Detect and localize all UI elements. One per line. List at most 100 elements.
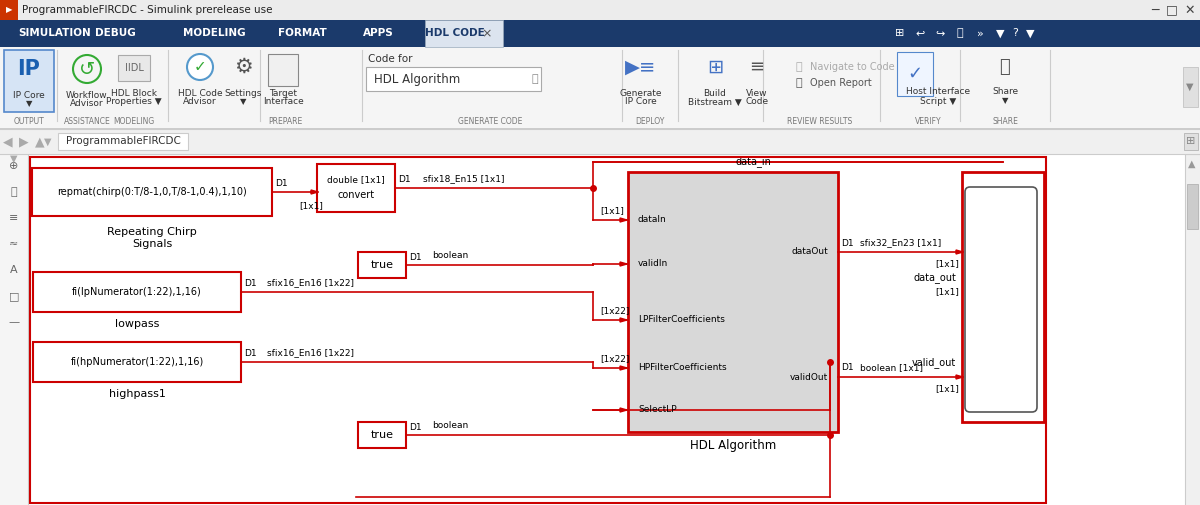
Text: View: View <box>746 88 768 97</box>
Bar <box>4 50 54 112</box>
Text: OUTPUT: OUTPUT <box>13 118 44 126</box>
Text: Open Report: Open Report <box>810 78 871 88</box>
Text: Properties ▼: Properties ▼ <box>106 97 162 107</box>
Bar <box>1184 133 1198 150</box>
Text: ⚙: ⚙ <box>234 57 252 77</box>
Text: IIDL: IIDL <box>125 63 144 73</box>
Text: ─: ─ <box>1151 4 1159 17</box>
Text: D1: D1 <box>841 238 853 247</box>
Bar <box>0 0 18 20</box>
Text: Settings: Settings <box>224 88 262 97</box>
Text: ⎋: ⎋ <box>1000 58 1010 76</box>
Text: A: A <box>10 265 18 275</box>
Bar <box>0 20 1200 47</box>
Text: highpass1: highpass1 <box>108 389 166 399</box>
Text: ProgrammableFIRCDC: ProgrammableFIRCDC <box>66 136 180 146</box>
Text: dataIn: dataIn <box>638 216 667 225</box>
Circle shape <box>187 54 214 80</box>
Text: Navigate to Code: Navigate to Code <box>810 62 895 72</box>
Text: Workflow: Workflow <box>66 90 108 99</box>
Bar <box>0 128 1200 129</box>
Bar <box>0 154 1186 505</box>
Text: SHARE: SHARE <box>992 118 1018 126</box>
Text: boolean [1x1]: boolean [1x1] <box>860 364 923 373</box>
Text: data_out: data_out <box>913 273 956 283</box>
Text: Advisor: Advisor <box>184 97 217 107</box>
Text: HDL Algorithm: HDL Algorithm <box>374 73 461 85</box>
Text: ▼: ▼ <box>240 97 246 107</box>
Text: D1: D1 <box>841 364 853 373</box>
Text: ▲: ▲ <box>35 135 44 148</box>
Text: SIMULATION: SIMULATION <box>18 28 91 38</box>
Text: HDL Code: HDL Code <box>178 88 222 97</box>
Text: Interface: Interface <box>263 97 304 107</box>
Text: LPFilterCoefficients: LPFilterCoefficients <box>638 316 725 325</box>
Text: FORMAT: FORMAT <box>278 28 326 38</box>
Text: repmat(chirp(0:T/8-1,0,T/8-1,0.4),1,10): repmat(chirp(0:T/8-1,0,T/8-1,0.4),1,10) <box>58 187 247 197</box>
Text: IP Core: IP Core <box>13 90 44 99</box>
Text: ▼: ▼ <box>1002 96 1008 106</box>
Text: MODELING: MODELING <box>182 28 246 38</box>
Text: Script ▼: Script ▼ <box>920 96 956 106</box>
Text: »: » <box>977 28 983 38</box>
Text: [1x22]: [1x22] <box>600 307 629 316</box>
Text: ◀: ◀ <box>4 135 13 148</box>
Text: ⊕: ⊕ <box>10 161 19 171</box>
Text: HDL Block: HDL Block <box>112 88 157 97</box>
Bar <box>0 129 1200 154</box>
Text: ASSISTANCE: ASSISTANCE <box>64 118 110 126</box>
Text: ⊞: ⊞ <box>895 28 905 38</box>
Text: PREPARE: PREPARE <box>268 118 302 126</box>
Text: ?: ? <box>1012 28 1018 38</box>
Text: ▶≡: ▶≡ <box>625 58 656 76</box>
Bar <box>1187 184 1198 229</box>
Bar <box>425 20 503 47</box>
Text: IP: IP <box>18 59 41 79</box>
Text: SelectLP: SelectLP <box>638 406 677 415</box>
Bar <box>898 52 934 96</box>
Bar <box>58 133 188 150</box>
Polygon shape <box>620 262 628 266</box>
Text: data_in: data_in <box>736 157 770 168</box>
Text: true: true <box>371 430 394 440</box>
Bar <box>358 252 406 278</box>
Text: ▼: ▼ <box>25 99 32 109</box>
Text: Generate: Generate <box>619 88 662 97</box>
Text: —: — <box>8 317 19 327</box>
Text: D1: D1 <box>244 349 257 359</box>
Text: ×: × <box>481 27 492 40</box>
Text: 🔗: 🔗 <box>796 62 802 72</box>
Bar <box>1186 154 1200 505</box>
Text: ↩: ↩ <box>916 28 925 38</box>
Text: 📌: 📌 <box>532 74 539 84</box>
Text: [1x1]: [1x1] <box>600 207 624 216</box>
Text: [1x1]: [1x1] <box>935 287 959 296</box>
Text: sfix16_En16 [1x22]: sfix16_En16 [1x22] <box>266 348 354 358</box>
Bar <box>890 20 1200 47</box>
Text: Code for: Code for <box>368 54 413 64</box>
Polygon shape <box>956 250 964 254</box>
Polygon shape <box>620 366 628 370</box>
Text: ▶: ▶ <box>6 6 12 15</box>
Text: ⊞: ⊞ <box>1187 136 1195 146</box>
Polygon shape <box>620 318 628 322</box>
Text: Code: Code <box>745 97 768 107</box>
Text: ▼: ▼ <box>11 154 18 164</box>
Text: Bitstream ▼: Bitstream ▼ <box>688 97 742 107</box>
Text: ⊞: ⊞ <box>707 58 724 76</box>
Text: validOut: validOut <box>790 373 828 381</box>
Text: Advisor: Advisor <box>70 99 104 109</box>
Bar <box>0 0 1200 20</box>
Bar <box>118 55 150 81</box>
Text: sfix32_En23 [1x1]: sfix32_En23 [1x1] <box>860 238 941 247</box>
Text: MODELING: MODELING <box>113 118 155 126</box>
Text: □: □ <box>1166 4 1178 17</box>
Text: 📄: 📄 <box>796 78 802 88</box>
Bar <box>317 164 395 212</box>
Bar <box>628 172 838 432</box>
Text: ≡: ≡ <box>10 213 19 223</box>
Polygon shape <box>620 408 628 412</box>
Text: HDL CODE: HDL CODE <box>425 28 485 38</box>
Bar <box>358 422 406 448</box>
Text: D1: D1 <box>409 252 421 262</box>
